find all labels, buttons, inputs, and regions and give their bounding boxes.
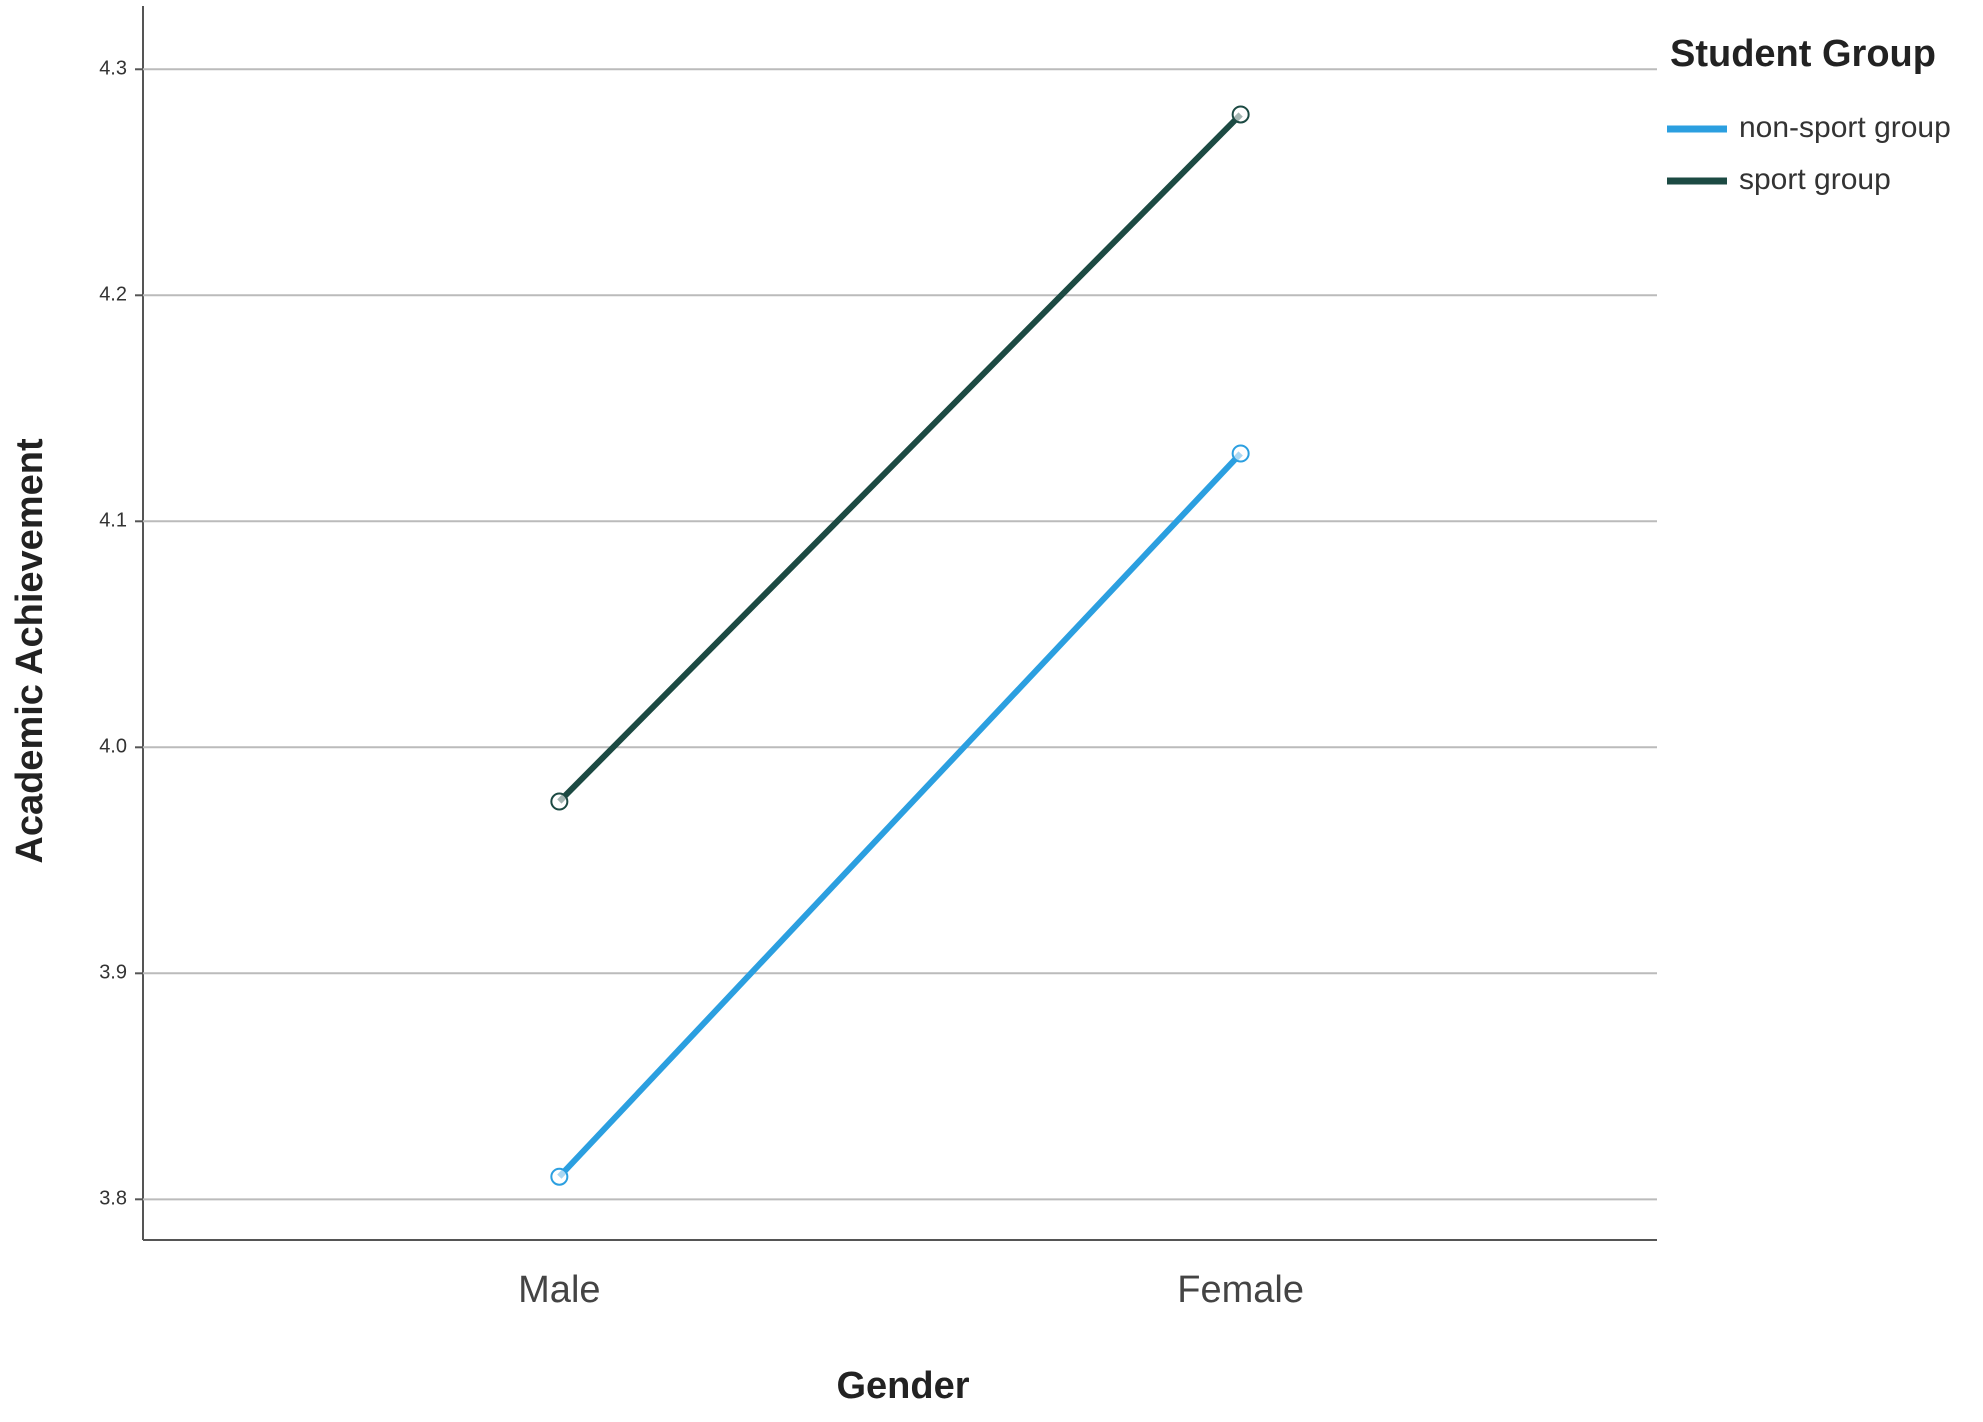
y-tick-label: 4.3 [99,58,127,80]
point-marker [550,792,569,811]
series-line [557,112,1243,804]
point-marker [550,1167,569,1186]
x-tick-label: Female [1177,1269,1304,1311]
y-tick-label: 4.0 [99,736,127,758]
point-marker [1231,105,1250,124]
y-tick-label: 3.8 [99,1188,127,1210]
y-axis-title: Academic Achievement [9,438,51,864]
x-tick-label: Male [518,1269,600,1311]
y-tick-label: 4.1 [99,510,127,532]
legend-title: Student Group [1670,33,1936,75]
y-tick-label: 4.2 [99,284,127,306]
legend-label: sport group [1739,163,1891,196]
point-marker [1231,444,1250,463]
y-tick-label: 3.9 [99,962,127,984]
legend-label: non-sport group [1739,111,1951,144]
x-axis-title: Gender [836,1365,969,1407]
series-line [557,451,1243,1179]
